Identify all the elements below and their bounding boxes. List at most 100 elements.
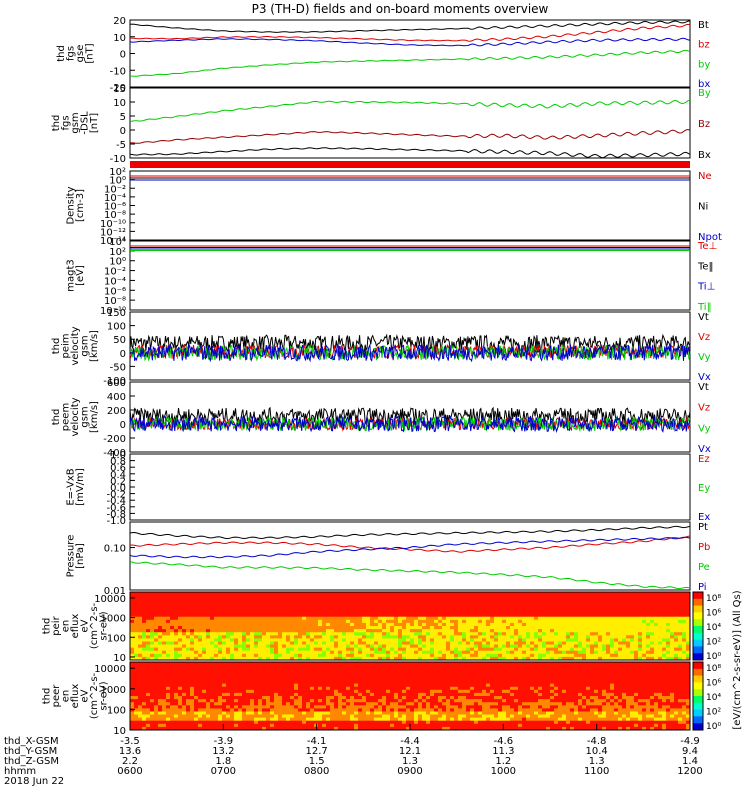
heatmap-cell: [638, 626, 642, 630]
heatmap-cell: [294, 595, 298, 599]
heatmap-cell: [602, 635, 606, 639]
heatmap-cell: [190, 595, 194, 599]
heatmap-cell: [550, 601, 554, 605]
heatmap-cell: [202, 724, 206, 728]
heatmap-cell: [190, 699, 194, 703]
heatmap-cell: [298, 642, 302, 646]
heatmap-cell: [378, 681, 382, 685]
heatmap-cell: [150, 654, 154, 658]
heatmap-cell: [354, 614, 358, 618]
heatmap-cell: [558, 592, 562, 596]
heatmap-cell: [350, 623, 354, 627]
heatmap-cell: [266, 681, 270, 685]
heatmap-cell: [514, 638, 518, 642]
heatmap-cell: [330, 718, 334, 722]
heatmap-cell: [414, 632, 418, 636]
heatmap-cell: [634, 632, 638, 636]
heatmap-cell: [494, 595, 498, 599]
heatmap-cell: [462, 614, 466, 618]
heatmap-cell: [354, 595, 358, 599]
heatmap-cell: [514, 601, 518, 605]
panel-frame: [130, 171, 690, 240]
heatmap-cell: [646, 604, 650, 608]
heatmap-cell: [598, 654, 602, 658]
heatmap-cell: [130, 598, 134, 602]
heatmap-cell: [170, 712, 174, 716]
heatmap-cell: [314, 705, 318, 709]
heatmap-cell: [286, 662, 290, 666]
heatmap-cell: [374, 678, 378, 682]
heatmap-cell: [334, 642, 338, 646]
heatmap-cell: [638, 595, 642, 599]
heatmap-cell: [434, 626, 438, 630]
heatmap-cell: [478, 623, 482, 627]
heatmap-cell: [254, 699, 258, 703]
heatmap-cell: [354, 715, 358, 719]
heatmap-cell: [414, 690, 418, 694]
heatmap-cell: [662, 598, 666, 602]
heatmap-cell: [610, 626, 614, 630]
heatmap-cell: [302, 671, 306, 675]
heatmap-cell: [406, 699, 410, 703]
heatmap-cell: [206, 604, 210, 608]
heatmap-cell: [614, 645, 618, 649]
heatmap-cell: [218, 681, 222, 685]
heatmap-cell: [622, 598, 626, 602]
heatmap-cell: [498, 638, 502, 642]
heatmap-cell: [254, 604, 258, 608]
heatmap-cell: [530, 598, 534, 602]
heatmap-cell: [310, 604, 314, 608]
heatmap-cell: [438, 678, 442, 682]
heatmap-cell: [398, 696, 402, 700]
heatmap-cell: [254, 651, 258, 655]
heatmap-cell: [378, 651, 382, 655]
heatmap-cell: [618, 617, 622, 621]
heatmap-cell: [134, 668, 138, 672]
heatmap-cell: [138, 651, 142, 655]
heatmap-cell: [498, 611, 502, 615]
heatmap-cell: [542, 623, 546, 627]
heatmap-cell: [662, 626, 666, 630]
heatmap-cell: [202, 638, 206, 642]
heatmap-cell: [358, 715, 362, 719]
heatmap-cell: [206, 687, 210, 691]
heatmap-cell: [306, 724, 310, 728]
heatmap-cell: [386, 635, 390, 639]
heatmap-cell: [266, 702, 270, 706]
heatmap-cell: [458, 642, 462, 646]
heatmap-cell: [282, 601, 286, 605]
heatmap-cell: [306, 654, 310, 658]
heatmap-cell: [362, 705, 366, 709]
heatmap-cell: [618, 601, 622, 605]
heatmap-cell: [270, 638, 274, 642]
heatmap-cell: [518, 608, 522, 612]
heatmap-cell: [374, 665, 378, 669]
heatmap-cell: [578, 598, 582, 602]
heatmap-cell: [426, 632, 430, 636]
heatmap-cell: [262, 693, 266, 697]
heatmap-cell: [214, 608, 218, 612]
heatmap-cell: [338, 632, 342, 636]
heatmap-cell: [430, 715, 434, 719]
heatmap-cell: [194, 681, 198, 685]
heatmap-cell: [174, 724, 178, 728]
heatmap-cell: [430, 614, 434, 618]
heatmap-cell: [658, 635, 662, 639]
heatmap-cell: [306, 678, 310, 682]
heatmap-cell: [250, 595, 254, 599]
heatmap-cell: [178, 648, 182, 652]
heatmap-cell: [146, 699, 150, 703]
heatmap-cell: [178, 724, 182, 728]
heatmap-cell: [510, 645, 514, 649]
heatmap-cell: [146, 614, 150, 618]
heatmap-cell: [346, 690, 350, 694]
heatmap-cell: [342, 604, 346, 608]
heatmap-cell: [262, 665, 266, 669]
heatmap-cell: [294, 696, 298, 700]
heatmap-cell: [362, 665, 366, 669]
heatmap-cell: [370, 718, 374, 722]
heatmap-cell: [418, 696, 422, 700]
heatmap-cell: [538, 604, 542, 608]
heatmap-cell: [242, 604, 246, 608]
heatmap-cell: [254, 623, 258, 627]
